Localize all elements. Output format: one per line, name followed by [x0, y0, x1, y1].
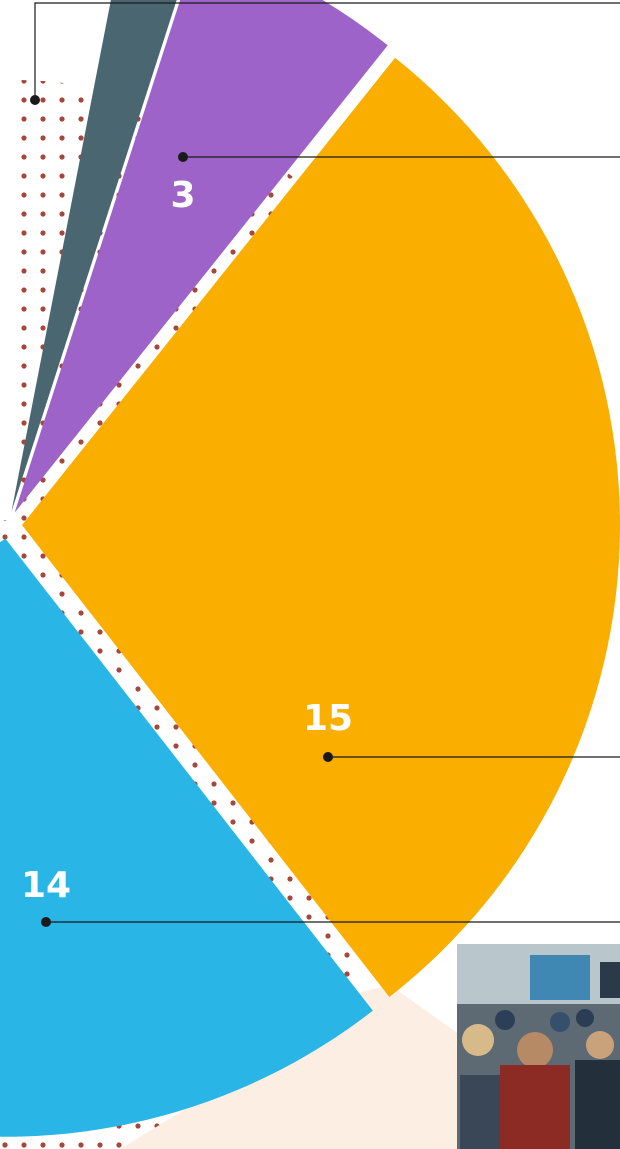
leader-dot [30, 95, 40, 105]
leader-dot [178, 152, 188, 162]
data-label: 3 [170, 175, 195, 216]
data-label: 1 [22, 120, 47, 161]
page: 131514 (() => { const data = JSON.parse(… [0, 0, 620, 1149]
leader-dot [41, 917, 51, 927]
data-label: 14 [21, 865, 71, 906]
data-label: 15 [303, 698, 353, 739]
leader-dot [323, 752, 333, 762]
photo [457, 944, 620, 1149]
chart: 1 3 15 14 [0, 0, 620, 1149]
